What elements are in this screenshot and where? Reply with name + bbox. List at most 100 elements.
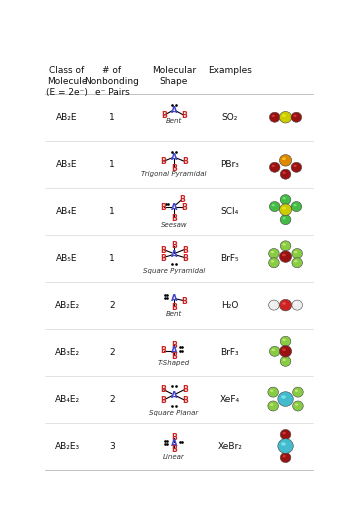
Text: B: B (171, 241, 177, 250)
Text: B: B (161, 111, 167, 120)
Text: XeF₄: XeF₄ (220, 395, 240, 404)
Text: A: A (171, 391, 177, 400)
Text: SCl₄: SCl₄ (220, 207, 239, 216)
Ellipse shape (292, 258, 302, 268)
Text: Bent: Bent (166, 118, 182, 124)
Text: B: B (160, 246, 166, 255)
Ellipse shape (280, 336, 291, 346)
Text: B: B (171, 213, 177, 222)
Ellipse shape (281, 442, 286, 446)
Ellipse shape (280, 169, 291, 179)
Text: Class of
Molecule
(E = 2e⁻): Class of Molecule (E = 2e⁻) (46, 66, 88, 97)
Text: Examples: Examples (208, 66, 252, 75)
Ellipse shape (280, 452, 291, 463)
Ellipse shape (281, 396, 286, 399)
Text: BrF₅: BrF₅ (220, 254, 239, 263)
Ellipse shape (271, 251, 274, 253)
Text: B: B (160, 254, 166, 263)
Text: Square Planar: Square Planar (149, 410, 198, 416)
Ellipse shape (282, 254, 286, 256)
Text: AB₂E₂: AB₂E₂ (55, 301, 79, 310)
Ellipse shape (278, 439, 293, 453)
Ellipse shape (293, 387, 303, 397)
Text: AB₃E: AB₃E (56, 160, 78, 169)
Ellipse shape (294, 260, 298, 262)
Text: BrF₃: BrF₃ (220, 348, 239, 357)
Ellipse shape (294, 251, 298, 253)
Text: B: B (181, 111, 187, 120)
Text: Square Pyramidal: Square Pyramidal (143, 268, 205, 274)
Text: Molecular
Shape: Molecular Shape (152, 66, 196, 86)
Ellipse shape (279, 112, 292, 123)
Ellipse shape (279, 155, 292, 166)
Ellipse shape (270, 202, 280, 211)
Text: SO₂: SO₂ (222, 113, 238, 122)
Ellipse shape (272, 349, 275, 351)
Text: 2: 2 (109, 301, 115, 310)
Ellipse shape (294, 303, 298, 305)
Ellipse shape (272, 204, 275, 206)
Text: B: B (182, 254, 188, 263)
Text: 1: 1 (109, 113, 115, 122)
Text: B: B (182, 396, 188, 405)
Ellipse shape (268, 387, 279, 397)
Text: AB₄E: AB₄E (56, 207, 78, 216)
Text: PBr₃: PBr₃ (220, 160, 239, 169)
Ellipse shape (270, 162, 280, 172)
Text: B: B (171, 341, 177, 350)
Ellipse shape (282, 207, 286, 209)
Ellipse shape (269, 258, 279, 268)
Text: 1: 1 (109, 254, 115, 263)
Ellipse shape (293, 204, 297, 206)
Ellipse shape (282, 114, 286, 117)
Ellipse shape (280, 356, 291, 366)
Ellipse shape (282, 197, 286, 199)
Ellipse shape (282, 243, 286, 245)
Ellipse shape (279, 299, 292, 311)
Ellipse shape (292, 249, 302, 259)
Ellipse shape (282, 359, 286, 361)
Text: 1: 1 (109, 207, 115, 216)
Ellipse shape (293, 401, 303, 411)
Ellipse shape (272, 115, 275, 117)
Ellipse shape (278, 392, 293, 406)
Text: 3: 3 (109, 441, 115, 450)
Text: 2: 2 (109, 348, 115, 357)
Ellipse shape (280, 241, 291, 251)
Text: A: A (171, 106, 177, 115)
Text: XeBr₂: XeBr₂ (217, 441, 242, 450)
Text: B: B (181, 203, 187, 212)
Ellipse shape (268, 401, 279, 411)
Text: A: A (171, 203, 177, 212)
Ellipse shape (295, 390, 298, 392)
Text: B: B (171, 352, 177, 361)
Ellipse shape (292, 300, 302, 310)
Text: B: B (179, 195, 184, 204)
Text: AB₂E₃: AB₂E₃ (55, 441, 79, 450)
Ellipse shape (282, 217, 286, 219)
Ellipse shape (282, 455, 286, 457)
Text: AB₄E₂: AB₄E₂ (55, 395, 79, 404)
Text: AB₃E₂: AB₃E₂ (55, 348, 79, 357)
Ellipse shape (279, 251, 292, 262)
Text: B: B (181, 297, 187, 306)
Ellipse shape (270, 346, 280, 356)
Text: Bent: Bent (166, 311, 182, 316)
Text: B: B (171, 303, 177, 312)
Text: Linear: Linear (163, 454, 185, 460)
Ellipse shape (282, 339, 286, 341)
Text: B: B (160, 386, 166, 395)
Text: B: B (182, 157, 188, 166)
Text: T-Shaped: T-Shaped (158, 360, 190, 366)
Text: H₂O: H₂O (221, 301, 238, 310)
Text: B: B (160, 396, 166, 405)
Ellipse shape (282, 302, 286, 305)
Ellipse shape (269, 249, 279, 259)
Text: B: B (171, 164, 177, 173)
Ellipse shape (271, 303, 274, 305)
Text: A: A (171, 346, 177, 355)
Text: A: A (171, 250, 177, 259)
Ellipse shape (280, 215, 291, 225)
Ellipse shape (279, 346, 292, 357)
Ellipse shape (293, 115, 297, 117)
